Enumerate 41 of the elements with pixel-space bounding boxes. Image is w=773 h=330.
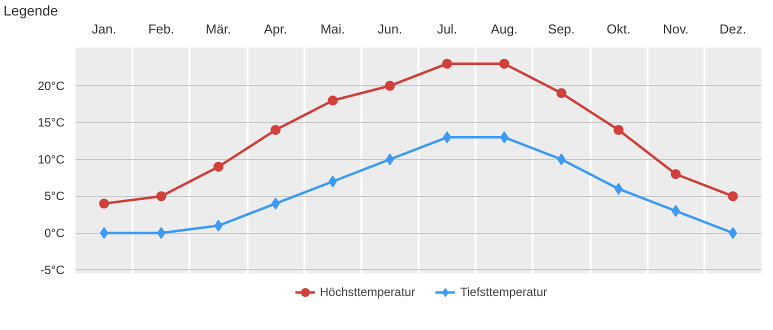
y-tick-label: 20°C bbox=[38, 78, 65, 93]
text: Legende bbox=[4, 2, 58, 18]
y-tick-label: -5°C bbox=[40, 262, 65, 277]
point bbox=[442, 58, 452, 69]
x-tick-label: Jul. bbox=[436, 22, 458, 36]
point bbox=[214, 220, 223, 232]
point bbox=[213, 162, 224, 172]
x-tick-label: Feb. bbox=[148, 22, 174, 36]
y-tick-label: 5°C bbox=[44, 189, 65, 204]
point bbox=[442, 131, 452, 144]
point bbox=[614, 182, 623, 195]
x-tick-label: Apr. bbox=[264, 22, 288, 36]
legend-label: Tiefsttemperatur bbox=[460, 285, 548, 299]
point bbox=[100, 227, 108, 240]
x-tick-label: Dez. bbox=[720, 22, 746, 36]
x-tick-label: Okt. bbox=[606, 22, 631, 36]
y-tick-label: 0°C bbox=[44, 226, 65, 240]
point bbox=[99, 198, 110, 209]
x-tick-label: Mär. bbox=[206, 22, 232, 36]
point bbox=[670, 169, 681, 180]
point bbox=[499, 58, 510, 69]
point bbox=[156, 191, 166, 202]
y-tick-label: 10°C bbox=[38, 152, 65, 166]
point bbox=[270, 124, 281, 135]
x-tick-label: Sep. bbox=[548, 22, 575, 36]
point bbox=[384, 80, 395, 91]
point bbox=[614, 124, 624, 135]
x-tick-label: Jun. bbox=[378, 22, 402, 36]
point bbox=[271, 198, 280, 210]
point bbox=[728, 191, 738, 202]
point bbox=[556, 88, 566, 98]
x-tick-label: Aug. bbox=[490, 22, 518, 36]
point bbox=[557, 153, 566, 166]
x-tick-label: Nov. bbox=[662, 22, 689, 36]
point bbox=[328, 96, 338, 106]
y-tick-label: 15°C bbox=[38, 116, 65, 130]
point bbox=[728, 227, 738, 240]
x-tick-label: Mai. bbox=[320, 22, 346, 36]
x-tick-label: Jan. bbox=[92, 22, 116, 36]
legend-label: Höchsttemperatur bbox=[320, 285, 416, 299]
point bbox=[386, 153, 394, 166]
